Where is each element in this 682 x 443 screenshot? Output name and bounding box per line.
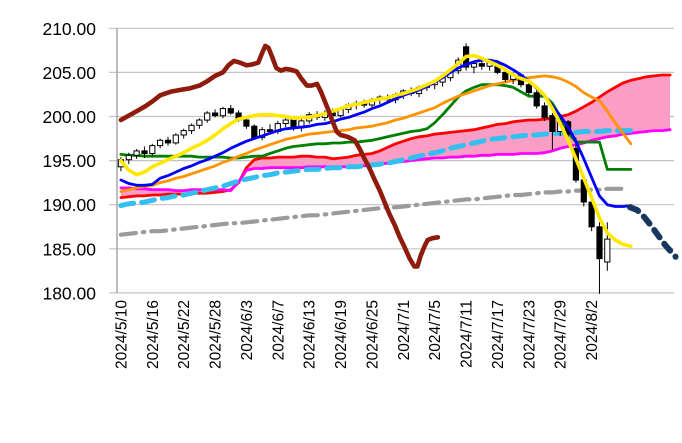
candle-down: [141, 150, 148, 154]
candle-down: [596, 226, 603, 260]
x-axis-label: 2024/6/25: [365, 300, 382, 369]
candle-down: [227, 108, 234, 114]
darkred-lagging-line: [118, 43, 441, 269]
candle-down: [266, 129, 274, 132]
x-axis-label: 2024/7/23: [521, 300, 538, 369]
x-axis-label: 2024/6/19: [333, 300, 350, 369]
gray-dashdot-ma: [118, 186, 626, 237]
y-axis-label: 180.00: [42, 283, 96, 303]
candle-down: [502, 71, 509, 81]
candle-up: [204, 112, 211, 121]
x-axis-label: 2024/5/10: [113, 300, 130, 369]
candle-down: [533, 92, 540, 107]
candle-down: [212, 112, 219, 117]
candle-down: [541, 105, 548, 118]
candle-up: [196, 119, 203, 126]
candle-up: [149, 145, 156, 155]
candle-up: [180, 130, 187, 136]
candle-up: [133, 150, 140, 156]
x-axis-label: 2024/7/17: [490, 300, 507, 369]
candle-up: [282, 119, 289, 124]
x-axis-label: 2024/5/22: [176, 300, 193, 369]
senkou-a-red-line: [119, 73, 672, 200]
y-axis-label: 205.00: [42, 63, 96, 83]
x-axis-label: 2024/5/16: [145, 300, 162, 369]
candle-up: [172, 134, 179, 144]
y-axis-label: 185.00: [42, 239, 96, 259]
navy-dashed-projection: [627, 204, 679, 260]
candle-down: [243, 119, 250, 127]
y-axis-label: 210.00: [42, 19, 96, 39]
x-axis-label: 2024/8/2: [584, 300, 601, 360]
y-axis-label: 190.00: [42, 195, 96, 215]
candle-down: [478, 63, 485, 67]
candle-down: [164, 139, 172, 144]
candle-up: [219, 108, 227, 117]
candle-up: [604, 238, 611, 263]
x-axis-label: 2024/7/11: [459, 300, 476, 368]
x-axis-label: 2024/6/3: [239, 300, 256, 360]
cyan-dashed-ma: [118, 128, 634, 209]
x-axis-label: 2024/7/5: [427, 300, 444, 360]
y-axis-label: 200.00: [42, 107, 96, 127]
x-axis-label: 2024/5/28: [208, 300, 225, 369]
orange-ma: [119, 74, 633, 193]
x-axis-label: 2024/7/1: [396, 300, 413, 360]
candle-down: [549, 115, 556, 132]
candle-up: [188, 124, 195, 132]
x-axis-label: 2024/6/7: [270, 300, 287, 360]
y-axis-label: 195.00: [42, 151, 96, 171]
yellow-fast-ma: [119, 53, 633, 248]
x-axis-label: 2024/7/29: [553, 300, 570, 369]
candle-down: [251, 125, 258, 139]
candle-down: [525, 84, 532, 94]
candle-up: [157, 139, 164, 147]
x-axis-label: 2024/6/13: [302, 300, 319, 369]
ichimoku-cloud: [120, 75, 671, 198]
candle-up: [470, 63, 478, 68]
candle-up: [125, 154, 132, 161]
